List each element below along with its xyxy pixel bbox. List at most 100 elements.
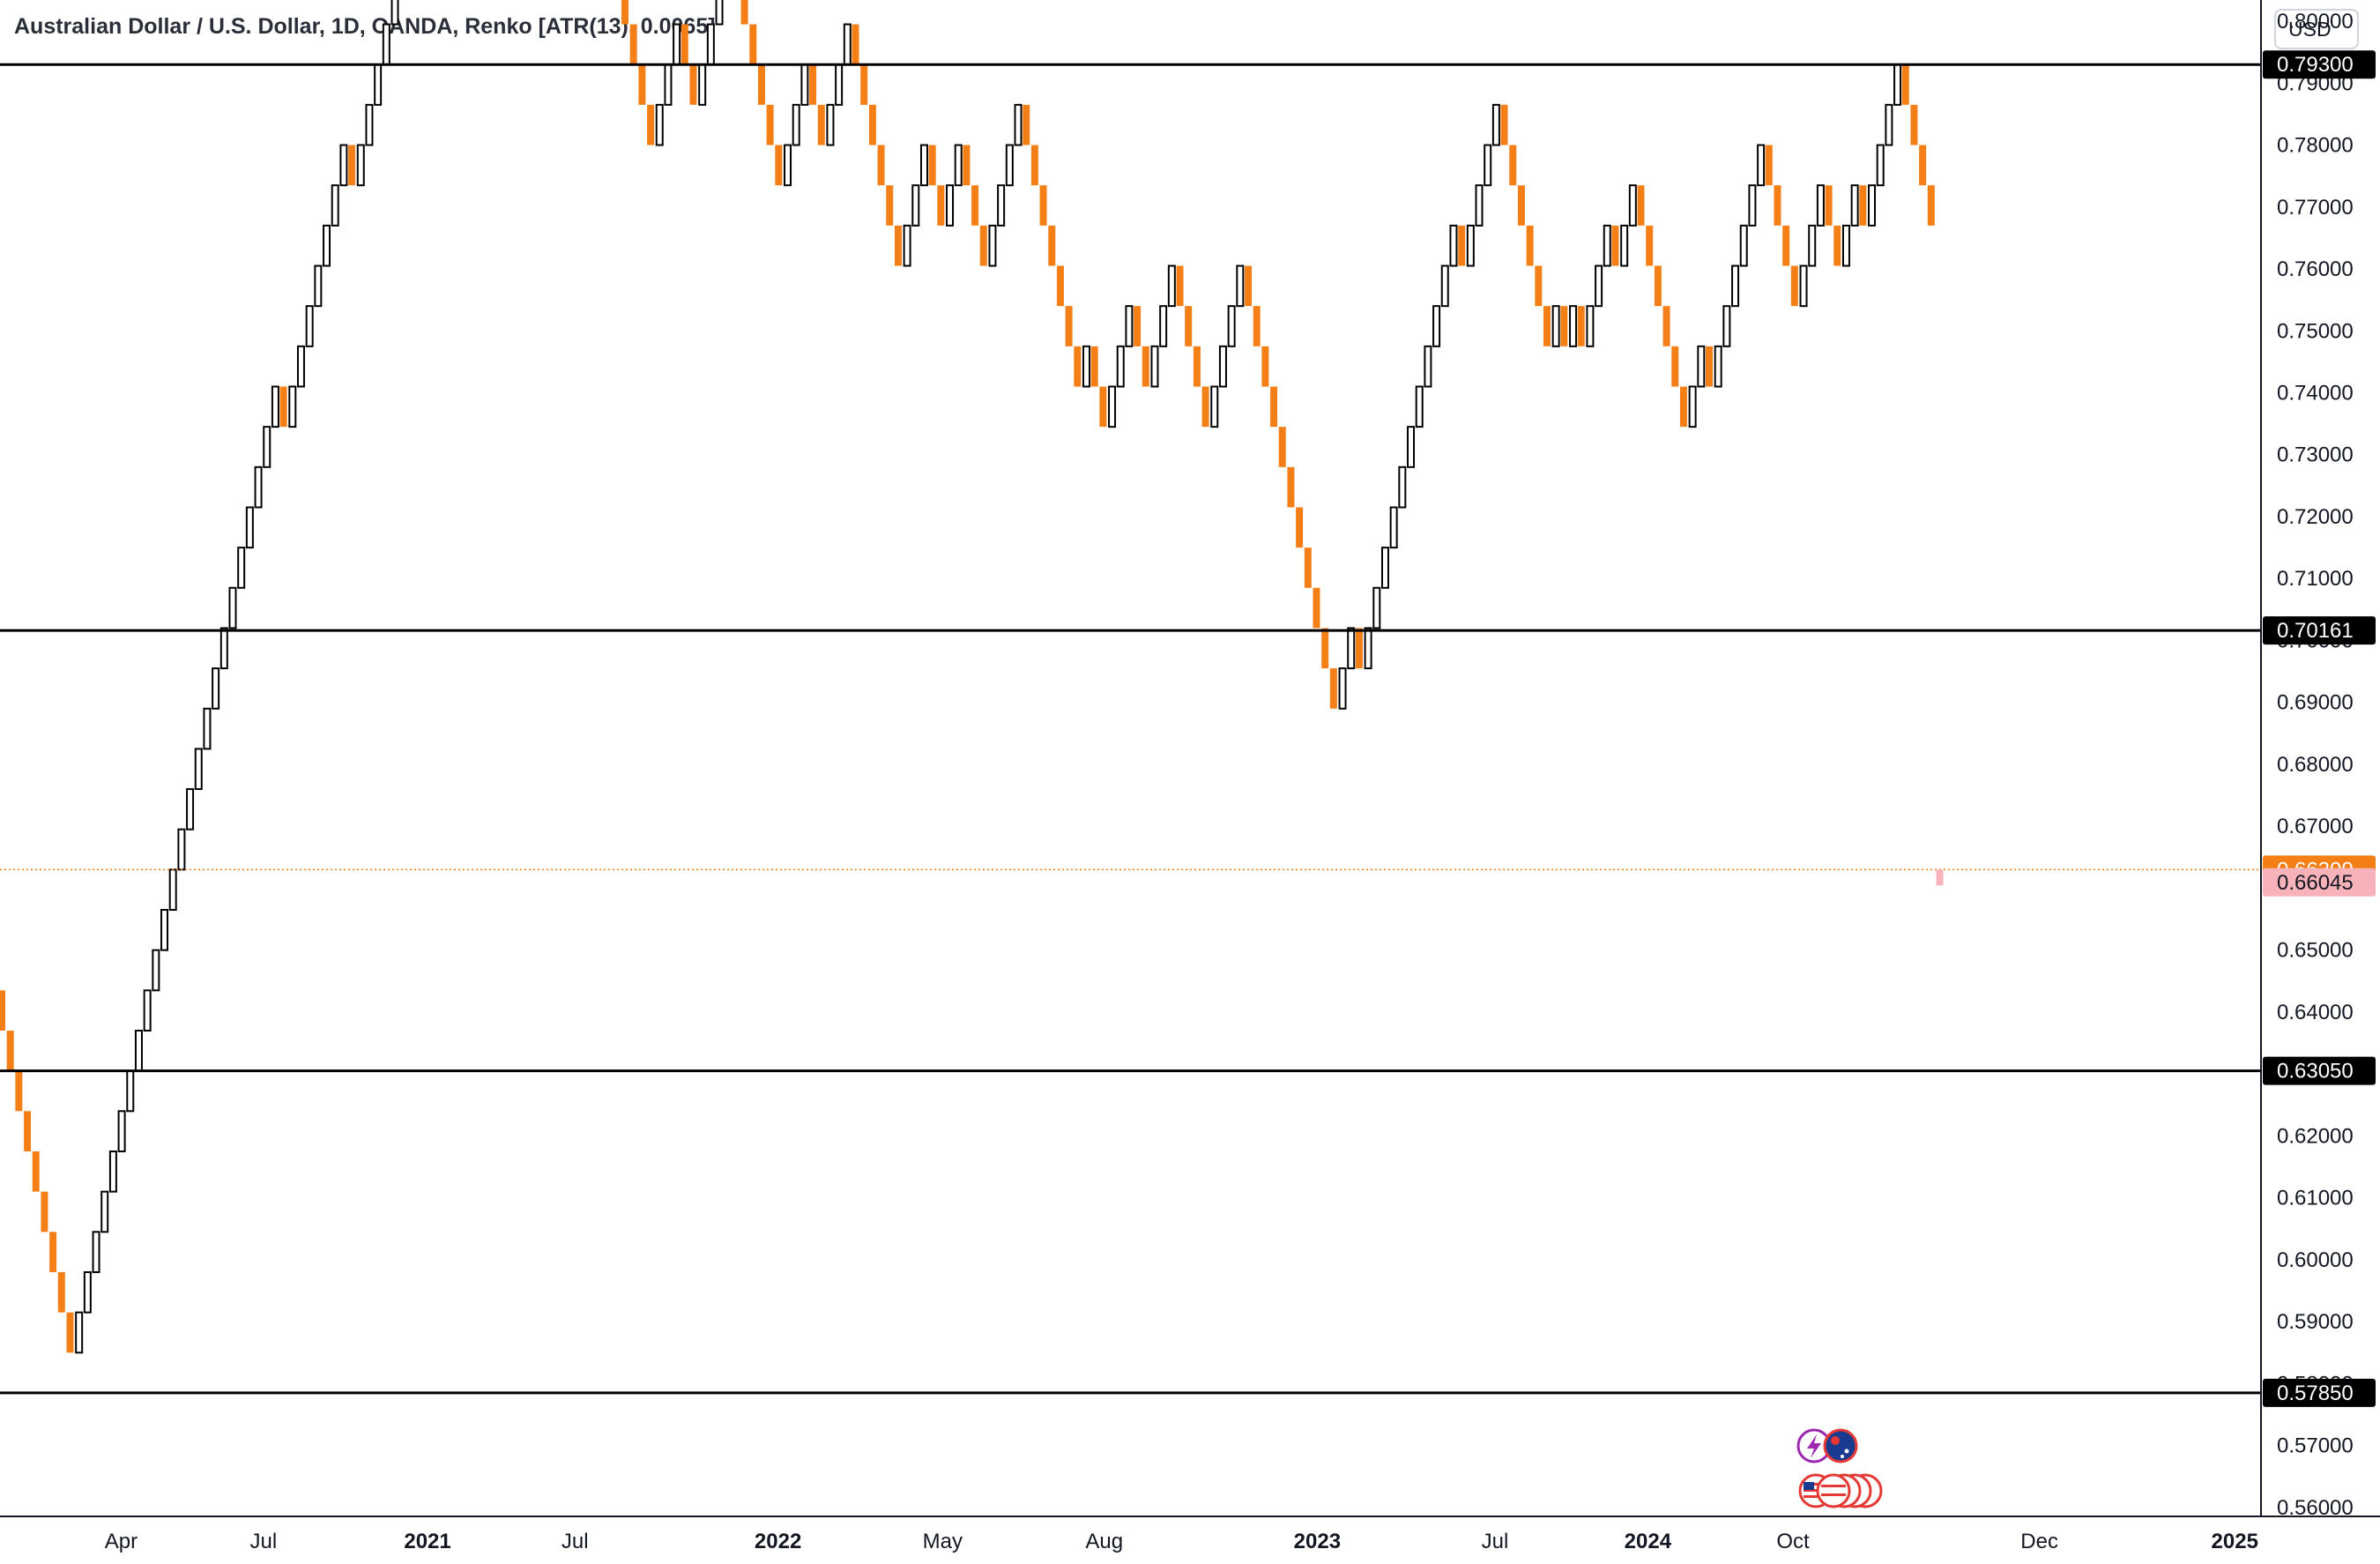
levels-layer (0, 63, 2261, 1395)
down-brick (1074, 346, 1082, 387)
level-price-label-box (2263, 616, 2376, 645)
y-tick-label: 0.74000 (2277, 382, 2354, 406)
up-brick (1816, 184, 1825, 227)
down-brick (1671, 346, 1679, 387)
up-brick (1748, 184, 1757, 227)
up-brick (219, 627, 228, 670)
y-tick-label: 0.71000 (2277, 567, 2354, 591)
y-tick-label: 0.57000 (2277, 1434, 2354, 1458)
down-brick (1654, 265, 1662, 307)
up-brick (305, 305, 314, 347)
up-brick (1595, 264, 1603, 308)
up-brick (946, 184, 955, 227)
level-price-label-text: 0.63050 (2277, 1060, 2354, 1084)
down-brick (1825, 185, 1833, 226)
x-axis[interactable]: Apr Jul 2021 Jul 2022 May Aug 2023 Jul 2024 Oct Dec… (105, 1530, 2258, 1553)
down-brick (1056, 265, 1064, 307)
x-tick-label: Jul (562, 1530, 589, 1553)
up-brick (1338, 667, 1347, 710)
up-brick (1475, 184, 1484, 227)
level-price-label-box (2263, 1056, 2376, 1085)
event-icons[interactable] (1796, 1428, 1883, 1508)
x-tick-label: May (923, 1530, 963, 1553)
down-brick (1321, 628, 1329, 669)
down-brick (757, 64, 765, 105)
down-brick (66, 1312, 74, 1353)
up-brick (706, 23, 715, 66)
up-brick (254, 465, 263, 509)
current-price-label-box (2263, 868, 2376, 897)
up-brick (1739, 224, 1748, 267)
down-brick (766, 104, 774, 145)
y-tick-label: 0.78000 (2277, 134, 2354, 158)
up-brick (100, 1190, 109, 1233)
up-brick (314, 264, 323, 308)
down-brick (1023, 104, 1030, 145)
up-brick (83, 1270, 92, 1314)
up-brick (835, 63, 844, 106)
up-brick (903, 224, 911, 267)
current-price-label: 0.66045 (2263, 868, 2376, 897)
down-brick (809, 64, 817, 105)
currency-selector[interactable]: USD (2274, 9, 2359, 49)
up-brick (655, 103, 664, 146)
up-brick (168, 868, 177, 912)
up-brick (374, 63, 383, 106)
down-brick (877, 145, 885, 186)
up-brick (1620, 224, 1629, 267)
down-brick (621, 0, 629, 25)
down-brick (1048, 225, 1056, 266)
up-brick (203, 707, 212, 750)
down-brick (41, 1191, 48, 1233)
down-brick (1296, 507, 1304, 548)
down-brick (963, 145, 971, 186)
up-brick (919, 144, 928, 187)
down-brick (979, 225, 987, 266)
down-brick (1287, 466, 1295, 508)
down-brick (1646, 225, 1654, 266)
bricks-layer (0, 0, 1935, 1354)
down-brick (1919, 145, 1927, 186)
y-axis[interactable]: 0.800000.790000.780000.770000.760000.750… (2277, 10, 2354, 1520)
up-brick (1449, 224, 1458, 267)
down-brick (1313, 587, 1320, 629)
down-brick (1030, 145, 1038, 186)
down-brick (681, 24, 688, 65)
down-brick (1782, 225, 1790, 266)
down-brick (638, 64, 646, 105)
aud-flag-icon[interactable] (1823, 1428, 1858, 1463)
up-brick (1236, 264, 1245, 308)
current-price-marker (1936, 869, 1944, 886)
x-tick-label: Jul (1482, 1530, 1509, 1553)
down-brick (629, 24, 637, 65)
down-brick (24, 1111, 32, 1151)
currency-label: USD (2288, 17, 2332, 41)
usd-event-stack-icon[interactable] (1816, 1473, 1883, 1508)
down-brick (1517, 185, 1525, 226)
y-tick-label: 0.64000 (2277, 1001, 2354, 1024)
up-brick (1808, 224, 1817, 267)
up-brick (245, 506, 254, 549)
up-brick (75, 1311, 84, 1354)
up-brick (365, 103, 374, 146)
down-brick (1329, 668, 1337, 709)
level-price-label-box (2263, 1378, 2376, 1407)
up-brick (1347, 627, 1356, 670)
down-brick (852, 24, 859, 65)
down-brick (894, 225, 902, 266)
x-tick-label: 2023 (1294, 1530, 1341, 1553)
up-brick (1484, 144, 1492, 187)
level-price-label: 0.79300 (2263, 50, 2376, 79)
up-brick (698, 63, 707, 106)
up-brick (1603, 224, 1611, 267)
down-brick (1662, 306, 1670, 346)
down-brick (1543, 306, 1551, 346)
x-tick-label: 2021 (404, 1530, 450, 1553)
x-tick-label: Dec (2020, 1530, 2058, 1553)
down-brick (1099, 386, 1107, 428)
down-brick (1790, 265, 1798, 307)
down-brick (1774, 185, 1781, 226)
down-brick (1142, 346, 1149, 387)
up-brick (194, 748, 203, 791)
